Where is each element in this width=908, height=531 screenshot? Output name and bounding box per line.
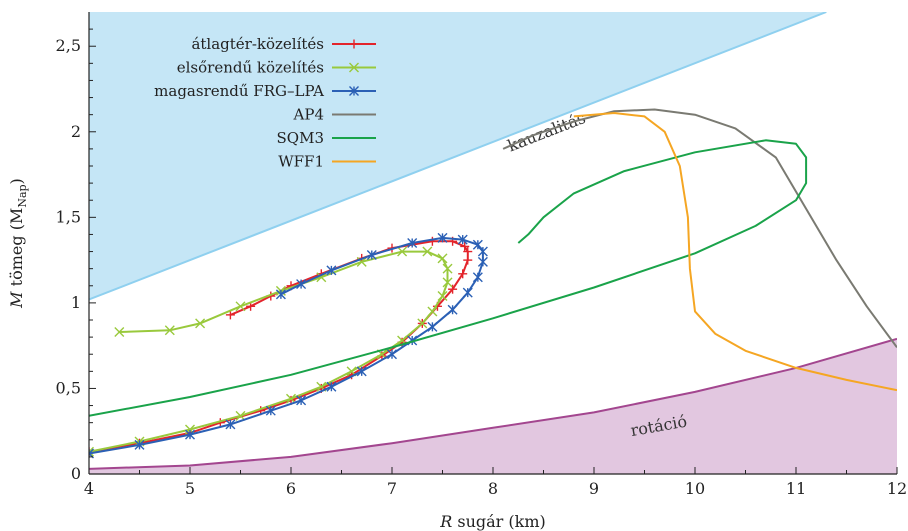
- data-point-magasrendu-frg-lpa: [387, 349, 397, 360]
- y-tick-label: 2,5: [56, 36, 81, 55]
- legend-item-wff1: WFF1: [278, 153, 376, 171]
- data-point-magasrendu-frg-lpa: [134, 439, 145, 450]
- data-point-elsorendu-kozelites: [235, 410, 246, 421]
- data-point-magasrendu-frg-lpa: [296, 395, 307, 406]
- series-wff1: [573, 112, 897, 392]
- legend-item-elsorendu-kozelites: elsőrendű közelítés: [177, 59, 376, 77]
- data-point-magasrendu-frg-lpa: [457, 234, 468, 245]
- x-tick-label: 11: [786, 479, 806, 498]
- x-tick-label: 9: [589, 479, 599, 498]
- data-point-magasrendu-frg-lpa: [356, 366, 367, 377]
- data-point-elsorendu-kozelites: [356, 256, 367, 267]
- y-tick-label: 1: [71, 293, 81, 312]
- data-point-magasrendu-frg-lpa: [265, 405, 276, 416]
- x-tick-label: 4: [84, 479, 94, 498]
- y-axis-title-text: tömeg (M: [7, 208, 26, 292]
- y-axis-title-subscript: Nap: [16, 184, 29, 207]
- data-point-magasrendu-frg-lpa: [407, 238, 418, 248]
- data-point-elsorendu-kozelites: [427, 306, 438, 317]
- data-point-atlagter-kozelites: [460, 241, 470, 251]
- data-point-magasrendu-frg-lpa: [472, 272, 483, 283]
- legend-item-magasrendu-frg-lpa: magasrendű FRG–LPA: [154, 82, 376, 100]
- region-boundary-kauzalitas: [89, 12, 827, 301]
- data-point-atlagter-kozelites: [463, 247, 473, 257]
- data-point-atlagter-kozelites: [225, 310, 235, 320]
- x-tick-label: 5: [185, 479, 195, 498]
- data-point-atlagter-kozelites: [448, 284, 458, 294]
- x-tick-label: 10: [685, 479, 705, 498]
- legend-marker: [349, 39, 359, 49]
- series-magasrendu-frg-lpa: [89, 232, 488, 459]
- data-point-elsorendu-kozelites: [235, 301, 246, 312]
- x-tick-label: 8: [488, 479, 498, 498]
- x-axis-title: R sugár (km): [439, 512, 546, 531]
- series-line-elsorendu-kozelites: [89, 250, 449, 453]
- data-point-magasrendu-frg-lpa: [326, 381, 337, 392]
- data-point-elsorendu-kozelites: [437, 253, 448, 264]
- data-point-elsorendu-kozelites: [422, 246, 433, 257]
- data-point-magasrendu-frg-lpa: [437, 232, 448, 243]
- legend-label: átlagtér-közelítés: [191, 35, 324, 53]
- y-tick-label: 2: [71, 122, 81, 141]
- legend-marker: [349, 62, 359, 73]
- x-tick-label: 7: [387, 479, 397, 498]
- series-line-sqm3: [89, 139, 808, 417]
- series-elsorendu-kozelites: [89, 246, 453, 457]
- legend-label: WFF1: [278, 153, 324, 171]
- legend: átlagtér-közelítés elsőrendű közelítés mag…: [154, 35, 376, 171]
- data-point-elsorendu-kozelites: [164, 325, 175, 336]
- y-tick-label: 0,5: [56, 378, 81, 397]
- y-tick-label: 0: [71, 464, 81, 483]
- series-line-ap4: [502, 108, 897, 348]
- data-point-magasrendu-frg-lpa: [447, 304, 458, 315]
- data-point-magasrendu-frg-lpa: [477, 246, 488, 257]
- series-ap4: [502, 108, 897, 348]
- data-point-magasrendu-frg-lpa: [407, 335, 418, 346]
- data-point-atlagter-kozelites: [463, 255, 473, 265]
- y-tick-label: 1,5: [56, 207, 81, 226]
- data-point-magasrendu-frg-lpa: [366, 249, 377, 260]
- data-point-elsorendu-kozelites: [397, 246, 408, 257]
- data-point-elsorendu-kozelites: [442, 263, 453, 274]
- data-point-elsorendu-kozelites: [114, 326, 125, 337]
- legend-label: elsőrendű közelítés: [177, 59, 324, 77]
- data-point-elsorendu-kozelites: [286, 393, 296, 404]
- legend-item-sqm3: SQM3: [277, 129, 376, 147]
- region-boundary-rotacio: [89, 337, 897, 470]
- data-point-atlagter-kozelites: [458, 269, 468, 279]
- y-axis-title-variable: M: [7, 291, 26, 309]
- data-point-elsorendu-kozelites: [417, 318, 428, 329]
- region-rotacio: [89, 338, 897, 474]
- series-sqm3: [89, 139, 808, 417]
- x-axis-title-variable: R: [439, 512, 452, 531]
- legend-marker: [349, 86, 359, 96]
- data-point-magasrendu-frg-lpa: [185, 429, 195, 440]
- y-axis-title: M tömeg (MNap): [7, 178, 29, 309]
- legend-label: magasrendű FRG–LPA: [154, 82, 324, 100]
- series-line-magasrendu-frg-lpa: [89, 236, 484, 455]
- data-point-elsorendu-kozelites: [442, 277, 453, 288]
- data-point-magasrendu-frg-lpa: [275, 289, 286, 300]
- data-point-magasrendu-frg-lpa: [427, 321, 438, 332]
- data-point-elsorendu-kozelites: [89, 446, 94, 457]
- x-tick-label: 6: [286, 479, 296, 498]
- legend-label: AP4: [293, 106, 324, 124]
- data-point-elsorendu-kozelites: [437, 291, 448, 302]
- data-point-elsorendu-kozelites: [195, 318, 206, 329]
- data-point-atlagter-kozelites: [427, 236, 437, 246]
- data-point-magasrendu-frg-lpa: [477, 256, 488, 267]
- data-point-magasrendu-frg-lpa: [225, 419, 236, 430]
- data-point-magasrendu-frg-lpa: [462, 287, 473, 298]
- legend-item-atlagter-kozelites: átlagtér-közelítés: [191, 35, 376, 53]
- legend-item-ap4: AP4: [293, 106, 376, 124]
- data-point-magasrendu-frg-lpa: [472, 239, 483, 250]
- x-tick-label: 12: [887, 479, 907, 498]
- legend-label: SQM3: [277, 129, 324, 147]
- y-axis-title-close: ): [7, 178, 26, 184]
- data-point-magasrendu-frg-lpa: [296, 279, 307, 290]
- series-line-wff1: [573, 112, 897, 392]
- x-axis-title-text: sugár (km): [452, 512, 545, 531]
- data-point-magasrendu-frg-lpa: [326, 265, 337, 276]
